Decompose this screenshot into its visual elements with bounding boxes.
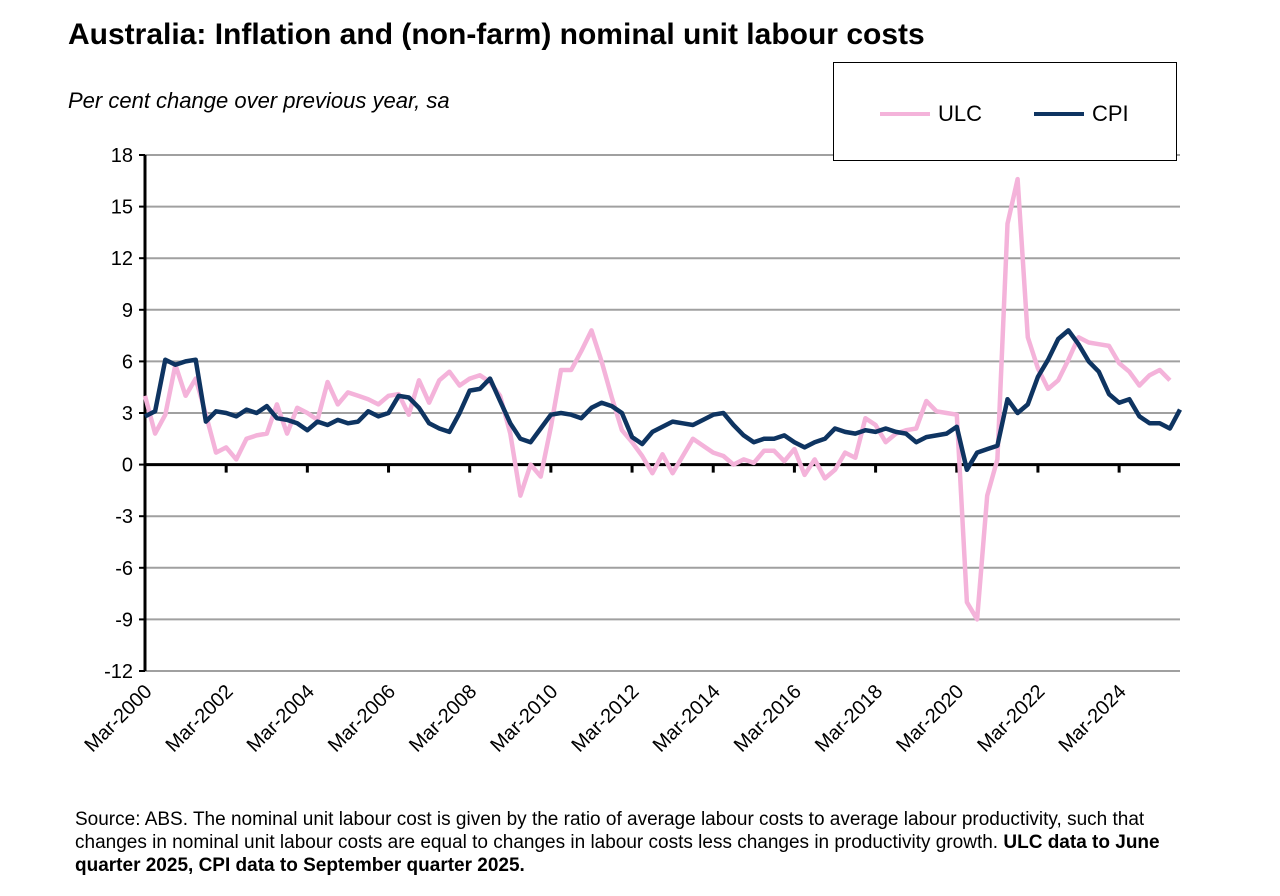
x-tick-label: Mar-2022 bbox=[973, 681, 1049, 757]
y-tick-label: 6 bbox=[122, 351, 133, 373]
y-tick-label: 12 bbox=[111, 248, 133, 270]
y-tick-label: -6 bbox=[115, 558, 133, 580]
source-note: Source: ABS. The nominal unit labour cos… bbox=[75, 808, 1205, 877]
source-text: Source: ABS. The nominal unit labour cos… bbox=[75, 809, 1145, 853]
legend-swatch-cpi bbox=[1034, 112, 1084, 116]
x-tick-label: Mar-2008 bbox=[405, 681, 481, 757]
x-tick-label: Mar-2000 bbox=[80, 681, 156, 757]
y-tick-label: -9 bbox=[115, 609, 133, 631]
legend-label-cpi: CPI bbox=[1092, 101, 1129, 126]
chart-subtitle: Per cent change over previous year, sa bbox=[68, 88, 450, 113]
x-tick-label: Mar-2016 bbox=[730, 681, 806, 757]
y-tick-label: 18 bbox=[111, 145, 133, 167]
x-tick-label: Mar-2024 bbox=[1055, 681, 1131, 757]
y-tick-label: 15 bbox=[111, 197, 133, 219]
series-line-ulc bbox=[142, 176, 1172, 622]
y-tick-label: 0 bbox=[122, 455, 133, 477]
legend-label-ulc: ULC bbox=[938, 101, 983, 126]
legend-swatch-ulc bbox=[880, 112, 930, 116]
x-tick-label: Mar-2002 bbox=[162, 681, 238, 757]
source-bold-text: ULC data to June quarter 2025, CPI data … bbox=[75, 832, 1160, 876]
series-line-cpi bbox=[143, 328, 1182, 473]
legend: ULC CPI bbox=[833, 62, 1177, 161]
y-tick-label: -12 bbox=[104, 661, 133, 683]
x-tick-label: Mar-2010 bbox=[486, 681, 562, 757]
y-tick-label: 9 bbox=[122, 300, 133, 322]
x-tick-label: Mar-2020 bbox=[892, 681, 968, 757]
x-tick-label: Mar-2014 bbox=[649, 681, 725, 757]
y-tick-label: 3 bbox=[122, 403, 133, 425]
y-tick-label: -3 bbox=[115, 506, 133, 528]
legend-item-cpi: CPI bbox=[1034, 101, 1129, 127]
x-tick-label: Mar-2006 bbox=[324, 681, 400, 757]
chart-title: Australia: Inflation and (non-farm) nomi… bbox=[68, 18, 925, 51]
x-tick-label: Mar-2018 bbox=[811, 681, 887, 757]
legend-item-ulc: ULC bbox=[880, 101, 982, 127]
x-tick-label: Mar-2004 bbox=[243, 681, 319, 757]
x-tick-label: Mar-2012 bbox=[568, 681, 644, 757]
